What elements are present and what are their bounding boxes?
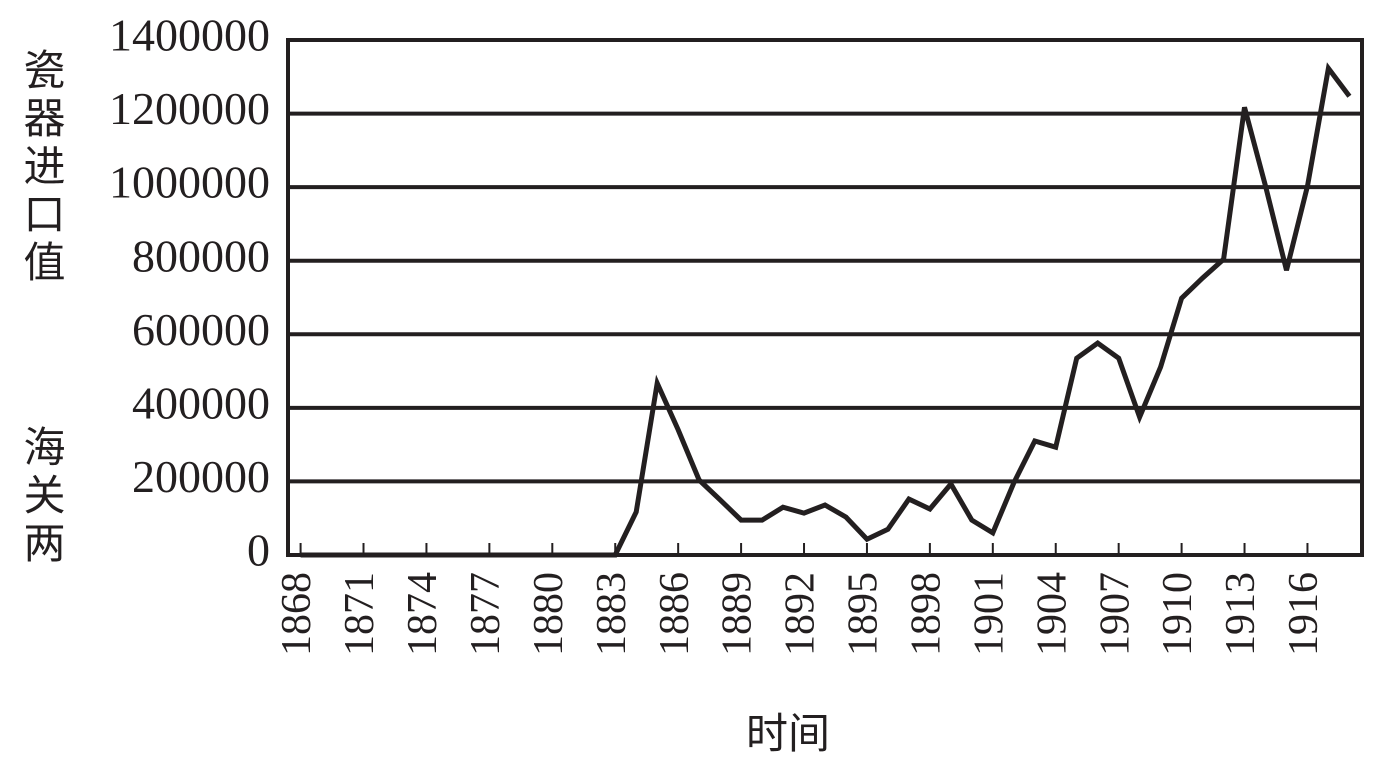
x-tick-label: 1916 — [1281, 572, 1327, 656]
y-tick-label: 600000 — [132, 304, 270, 355]
y-axis-unit: 海关两 — [17, 425, 64, 569]
x-tick-label: 1868 — [274, 572, 320, 656]
y-tick-label: 1400000 — [109, 10, 270, 61]
y-tick-label: 1000000 — [109, 157, 270, 208]
x-tick-label: 1889 — [715, 572, 761, 656]
x-tick-label: 1904 — [1029, 572, 1075, 656]
y-tick-label: 400000 — [132, 377, 270, 428]
y-tick-label: 0 — [247, 525, 270, 576]
y-tick-label: 1200000 — [109, 83, 270, 134]
x-tick-label: 1892 — [778, 572, 824, 656]
y-tick-label: 800000 — [132, 230, 270, 281]
x-tick-label: 1898 — [904, 572, 950, 656]
x-axis-label: 时间 — [746, 712, 830, 758]
x-tick-label: 1907 — [1092, 572, 1138, 656]
x-tick-label: 1874 — [400, 572, 446, 656]
data-line — [300, 62, 1352, 558]
plot-frame — [286, 38, 1364, 557]
x-tick-label: 1883 — [589, 572, 635, 656]
x-tick-label: 1880 — [526, 572, 572, 656]
x-tick-label: 1871 — [337, 572, 383, 656]
x-tick-label: 1877 — [463, 572, 509, 656]
x-tick-label: 1910 — [1155, 572, 1201, 656]
y-tick-label: 200000 — [132, 451, 270, 502]
x-tick-label: 1886 — [652, 572, 698, 656]
x-tick-label: 1901 — [966, 572, 1012, 656]
x-tick-label: 1895 — [841, 572, 887, 656]
y-axis-label: 瓷器进口值 — [17, 48, 64, 288]
x-tick-label: 1913 — [1218, 572, 1264, 656]
